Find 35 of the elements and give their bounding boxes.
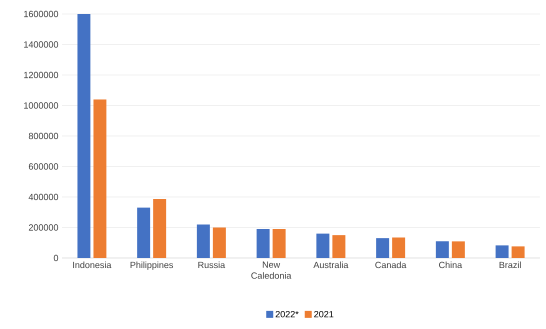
bar bbox=[137, 208, 150, 258]
y-tick-label: 1000000 bbox=[24, 102, 58, 109]
x-tick-label: China bbox=[439, 262, 462, 268]
x-tick-label: Canada bbox=[375, 262, 406, 268]
bar bbox=[436, 241, 449, 258]
bar bbox=[496, 245, 509, 258]
y-tick-label: 600000 bbox=[28, 163, 58, 170]
bar bbox=[272, 229, 286, 258]
bar bbox=[93, 99, 106, 258]
legend-label: 2022* bbox=[276, 310, 299, 318]
bar bbox=[376, 238, 390, 258]
x-tick-label: Russia bbox=[198, 262, 226, 268]
bar bbox=[153, 198, 166, 258]
bar bbox=[212, 227, 226, 258]
x-tick-label: New Caledonia bbox=[251, 262, 292, 279]
y-tick-label: 1400000 bbox=[24, 41, 58, 48]
y-tick-label: 800000 bbox=[28, 132, 58, 140]
bar bbox=[316, 234, 330, 258]
legend-label: 2021 bbox=[314, 310, 334, 318]
y-tick-label: 400000 bbox=[28, 194, 58, 200]
x-tick-label: Indonesia bbox=[73, 262, 112, 268]
bar bbox=[196, 224, 210, 258]
y-tick-label: 200000 bbox=[28, 224, 58, 231]
y-tick-label: 1200000 bbox=[24, 72, 58, 78]
bar bbox=[512, 246, 525, 258]
bar bbox=[256, 229, 270, 258]
bar bbox=[452, 241, 465, 258]
x-tick-label: Australia bbox=[313, 262, 348, 268]
bar bbox=[392, 238, 406, 258]
y-tick-label: 0 bbox=[54, 254, 58, 262]
bar bbox=[332, 235, 346, 258]
x-tick-label: Brazil bbox=[500, 262, 521, 268]
x-tick-label: Philippines bbox=[130, 262, 174, 270]
y-tick-label: 1600000 bbox=[24, 10, 58, 18]
bar bbox=[77, 14, 90, 258]
